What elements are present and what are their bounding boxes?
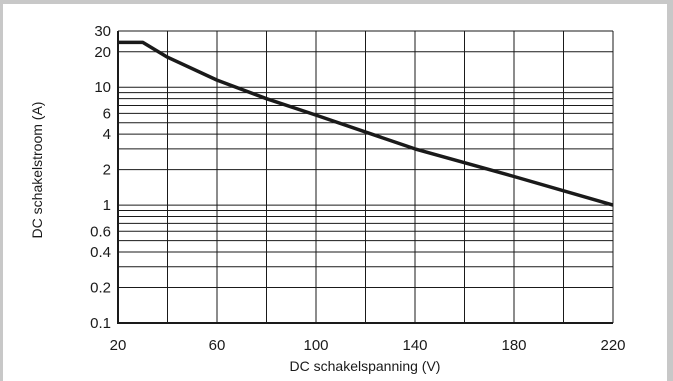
series-layer [118,40,614,207]
x-tick-label: 60 [209,337,226,354]
x-tick-label: 180 [501,337,526,354]
y-axis-label: DC schakelstroom (A) [29,102,45,239]
y-tick-label: 0.6 [90,223,111,240]
x-tick-label: 140 [402,337,427,354]
grid [117,30,614,324]
frame-left-border [0,0,3,381]
x-tick-label: 220 [600,337,625,354]
y-tick-label: 0.2 [90,280,111,297]
x-axis-label: DC schakelspanning (V) [290,358,441,374]
frame-top-border [0,0,673,4]
x-tick-labels: 20 60 100 140 180 220 [110,337,626,354]
y-tick-label: 2 [103,162,111,179]
series-line [118,40,614,207]
y-tick-labels: 0.1 0.2 0.4 0.6 1 2 4 6 10 20 30 [90,23,111,332]
x-tick-label: 20 [110,337,127,354]
frame-right-border [667,0,673,381]
x-tick-label: 100 [303,337,328,354]
y-tick-label: 20 [94,44,111,61]
y-tick-label: 0.4 [90,244,111,261]
y-tick-label: 10 [94,79,111,96]
y-tick-label: 30 [94,23,111,40]
y-tick-label: 1 [103,197,111,214]
y-tick-label: 6 [103,105,111,122]
y-tick-label: 0.1 [90,315,111,332]
y-tick-label: 4 [103,126,111,143]
